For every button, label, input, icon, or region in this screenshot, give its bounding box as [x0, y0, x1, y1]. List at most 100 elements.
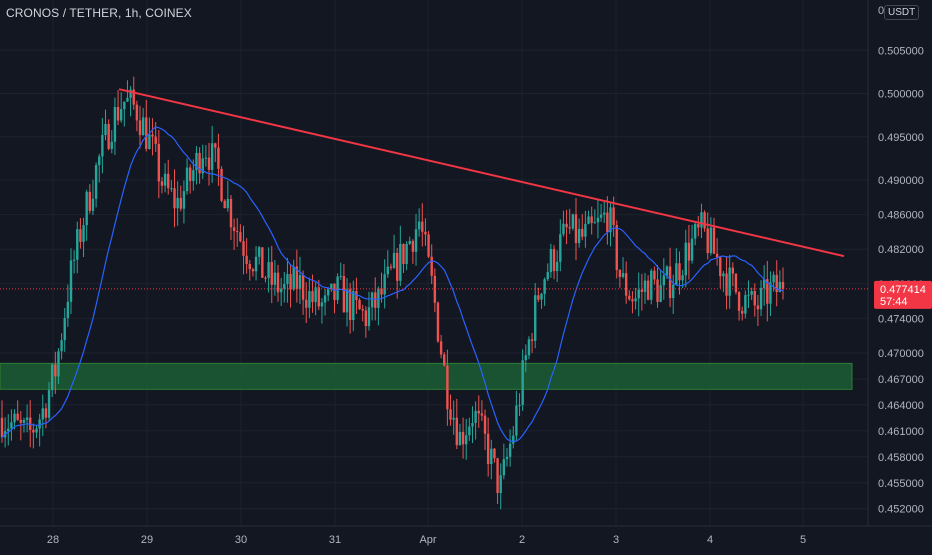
candle-body [515, 405, 518, 436]
candle-body [678, 263, 681, 281]
candle-body [72, 259, 76, 261]
candle-body [496, 458, 499, 494]
candle-body [681, 275, 684, 281]
candle-body [414, 229, 418, 252]
candle-body [367, 307, 371, 327]
candle-body [386, 266, 389, 275]
candle-body [490, 448, 493, 465]
candle-body [709, 227, 713, 254]
candle-body [402, 243, 405, 265]
candle-body [712, 227, 716, 254]
candle-body [50, 364, 54, 391]
candle-body [653, 270, 656, 280]
candle-body [621, 273, 625, 277]
candle-body [126, 97, 129, 102]
candle-body [182, 191, 186, 209]
candle-body [355, 291, 358, 300]
candle-body [596, 217, 600, 223]
candle-body [587, 216, 590, 224]
candle-body [32, 429, 35, 433]
candle-body [207, 157, 211, 170]
y-tick-label: 0.474000 [878, 313, 924, 325]
candle-body [446, 365, 449, 410]
candle-body [229, 198, 233, 228]
candle-body [22, 420, 26, 423]
candle-body [320, 302, 324, 307]
candle-body [163, 173, 167, 186]
candle-body [465, 435, 468, 445]
candle-body [116, 106, 120, 121]
candle-body [537, 295, 540, 300]
candle-body [690, 238, 694, 261]
y-tick-label: 0.482000 [878, 244, 924, 256]
candle-body [609, 207, 612, 233]
candle-body [188, 167, 192, 181]
candle-body [286, 274, 289, 284]
candle-body [778, 281, 782, 293]
x-tick-label: 3 [613, 534, 619, 546]
candle-body [468, 426, 471, 436]
candle-body [646, 280, 650, 300]
candle-body [571, 214, 575, 229]
candle-body [85, 191, 88, 226]
candle-body [25, 417, 29, 421]
chart-title: CRONOS / TETHER, 1h, COINEX [6, 6, 192, 20]
candle-body [436, 302, 440, 342]
y-tick-label: 0.505000 [878, 45, 924, 57]
candle-body [298, 275, 302, 290]
x-tick-label: 31 [329, 534, 341, 546]
y-tick-label: 0.470000 [878, 348, 924, 360]
candle-body [88, 191, 92, 211]
candle-body [593, 222, 597, 224]
candle-body [35, 428, 38, 433]
candle-body [769, 282, 772, 304]
candle-body [145, 117, 148, 149]
candle-body [493, 448, 496, 459]
candle-body [305, 299, 308, 308]
candle-body [675, 263, 678, 285]
candle-body [665, 266, 669, 276]
candle-body [524, 355, 528, 361]
candle-body [173, 188, 176, 209]
candle-body [377, 288, 380, 308]
candle-body [599, 214, 603, 218]
candle-body [323, 295, 327, 303]
candle-body [747, 294, 750, 296]
candle-body [637, 289, 640, 299]
candle-body [374, 292, 377, 308]
currency-badge[interactable]: USDT [884, 5, 920, 20]
candle-body [392, 252, 396, 268]
candle-body [574, 214, 578, 244]
candle-body [477, 410, 480, 414]
candle-body [167, 173, 170, 189]
candle-body [408, 240, 411, 244]
candle-body [276, 272, 280, 293]
candle-body [502, 459, 506, 476]
candle-body [54, 364, 57, 377]
x-tick-label: 30 [235, 534, 247, 546]
y-tick-label: 0.486000 [878, 210, 924, 222]
candle-body [703, 212, 706, 229]
candle-body [352, 291, 355, 320]
candle-body [19, 419, 23, 423]
candle-body [198, 152, 201, 174]
candle-body [0, 417, 4, 438]
candle-body [257, 247, 261, 257]
candle-body [210, 143, 214, 170]
y-tick-label: 0.461000 [878, 426, 924, 438]
candle-body [737, 292, 741, 311]
y-tick-label: 0.455000 [878, 478, 924, 490]
candle-body [113, 106, 117, 142]
candle-body [565, 223, 568, 228]
candle-body [744, 295, 747, 314]
candle-body [82, 225, 85, 242]
candle-body [236, 231, 239, 233]
candle-body [603, 212, 606, 215]
candle-body [119, 109, 123, 121]
candle-body [527, 339, 531, 356]
candle-body [226, 198, 230, 209]
x-tick-label: Apr [419, 534, 436, 546]
candle-body [399, 243, 402, 281]
